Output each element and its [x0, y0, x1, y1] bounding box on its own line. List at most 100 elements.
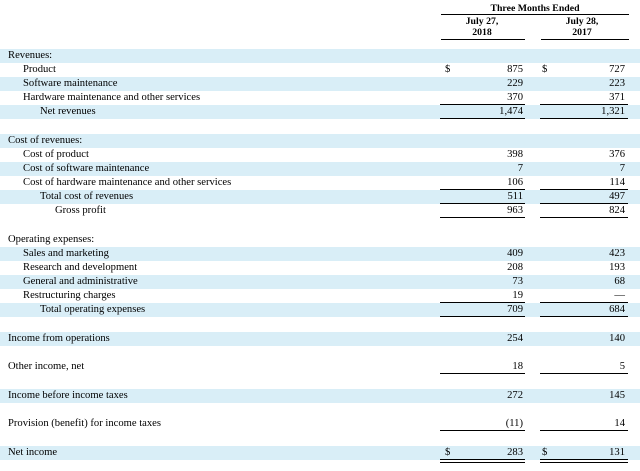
value-2017: 371	[609, 92, 625, 103]
row-income-from-operations: Income from operations 254 140	[0, 332, 640, 346]
row-label: Restructuring charges	[23, 290, 116, 301]
value-2017: 14	[614, 418, 625, 429]
row-research-and-development: Research and development 208 193	[0, 261, 640, 275]
row-cost-of-product: Cost of product 398 376	[0, 148, 640, 162]
row-provision-for-taxes: Provision (benefit) for income taxes (11)…	[0, 417, 640, 431]
row-total-operating-expenses: Total operating expenses 709 684	[0, 303, 640, 317]
value-2018: 283	[507, 447, 523, 458]
row-revenues-heading: Revenues:	[0, 49, 640, 63]
value-2018: 7	[517, 163, 523, 174]
row-general-and-administrative: General and administrative 73 68	[0, 275, 640, 289]
value-2018: 511	[507, 191, 524, 202]
row-label: Cost of revenues:	[8, 135, 83, 146]
row-gross-profit: Gross profit 963 824	[0, 204, 640, 218]
underline	[440, 118, 525, 119]
row-label: Net income	[8, 447, 58, 458]
value-2018: 208	[507, 262, 523, 273]
double-underline	[440, 459, 525, 463]
row-label: Operating expenses:	[8, 234, 95, 245]
row-operating-expenses-heading: Operating expenses:	[0, 233, 640, 247]
row-label: Other income, net	[8, 361, 85, 372]
period-title-rule	[441, 14, 629, 15]
value-2017: 824	[609, 205, 625, 216]
row-label: Hardware maintenance and other services	[23, 92, 201, 103]
col2-header-rule	[541, 39, 629, 40]
col1-header-rule	[441, 39, 525, 40]
row-label: Cost of software maintenance	[23, 163, 150, 174]
underline	[540, 302, 628, 303]
row-label: Gross profit	[55, 205, 106, 216]
row-software-maintenance: Software maintenance 229 223	[0, 77, 640, 91]
row-label: Net revenues	[40, 106, 96, 117]
value-2018: (11)	[505, 418, 523, 429]
col2-header-line1: July 28,	[565, 16, 599, 27]
value-2017: 497	[609, 191, 625, 202]
dollar-sign: $	[445, 64, 451, 75]
row-net-income: Net income $ $283 131	[0, 446, 640, 463]
row-label: Revenues:	[8, 50, 53, 61]
underline	[440, 373, 525, 374]
value-2018: 73	[512, 276, 523, 287]
value-2017: 145	[609, 390, 625, 401]
row-label: Provision (benefit) for income taxes	[8, 418, 161, 429]
row-label: Cost of product	[23, 149, 89, 160]
value-2018: 254	[507, 333, 523, 344]
row-label: Total operating expenses	[40, 304, 146, 315]
col2-header-line2: 2017	[572, 27, 592, 38]
row-total-cost-of-revenues: Total cost of revenues 511 497	[0, 190, 640, 204]
underline	[440, 203, 525, 204]
row-label: Research and development	[23, 262, 138, 273]
row-net-revenues: Net revenues 1,474 1,321	[0, 105, 640, 119]
row-product: Product $ $875 727	[0, 63, 640, 77]
row-cost-of-hardware-maintenance: Cost of hardware maintenance and other s…	[0, 176, 640, 190]
value-2018: 229	[507, 78, 523, 89]
value-2017: 114	[609, 177, 626, 188]
value-2017: —	[614, 290, 625, 301]
row-label: Cost of hardware maintenance and other s…	[23, 177, 232, 188]
row-label: Product	[23, 64, 56, 75]
value-2018: 370	[507, 92, 523, 103]
double-underline	[540, 459, 628, 463]
value-2017: 68	[614, 276, 625, 287]
underline	[540, 104, 628, 105]
row-label: Income before income taxes	[8, 390, 128, 401]
dollar-sign: $	[445, 447, 451, 458]
value-2017: 131	[609, 447, 625, 458]
col1-header-line2: 2018	[472, 27, 492, 38]
dollar-sign: $	[542, 447, 548, 458]
dollar-sign: $	[542, 64, 548, 75]
value-2018: 709	[507, 304, 523, 315]
value-2017: 1,321	[601, 106, 625, 117]
value-2017: 727	[609, 64, 625, 75]
row-income-before-taxes: Income before income taxes 272 145	[0, 389, 640, 403]
underline	[540, 217, 628, 218]
value-2018: 1,474	[499, 106, 523, 117]
underline	[440, 430, 525, 431]
row-sales-and-marketing: Sales and marketing 409 423	[0, 247, 640, 261]
value-2017: 193	[609, 262, 625, 273]
underline	[540, 118, 628, 119]
value-2018: 19	[512, 290, 523, 301]
value-2018: 963	[507, 205, 523, 216]
value-2017: 7	[619, 163, 625, 174]
value-2018: 106	[507, 177, 523, 188]
value-2017: 223	[609, 78, 625, 89]
row-label: Sales and marketing	[23, 248, 109, 259]
underline	[440, 189, 525, 190]
row-cost-of-revenues-heading: Cost of revenues:	[0, 134, 640, 148]
row-label: Software maintenance	[23, 78, 118, 89]
row-label: Income from operations	[8, 333, 110, 344]
underline	[540, 189, 628, 190]
underline	[440, 316, 525, 317]
value-2017: 376	[609, 149, 625, 160]
underline	[540, 430, 628, 431]
underline	[440, 104, 525, 105]
value-2018: 18	[512, 361, 523, 372]
underline	[540, 316, 628, 317]
value-2017: 684	[609, 304, 625, 315]
underline	[540, 373, 628, 374]
underline	[440, 302, 525, 303]
value-2018: 409	[507, 248, 523, 259]
row-restructuring-charges: Restructuring charges 19 —	[0, 289, 640, 303]
row-hardware-maintenance: Hardware maintenance and other services 3…	[0, 91, 640, 105]
